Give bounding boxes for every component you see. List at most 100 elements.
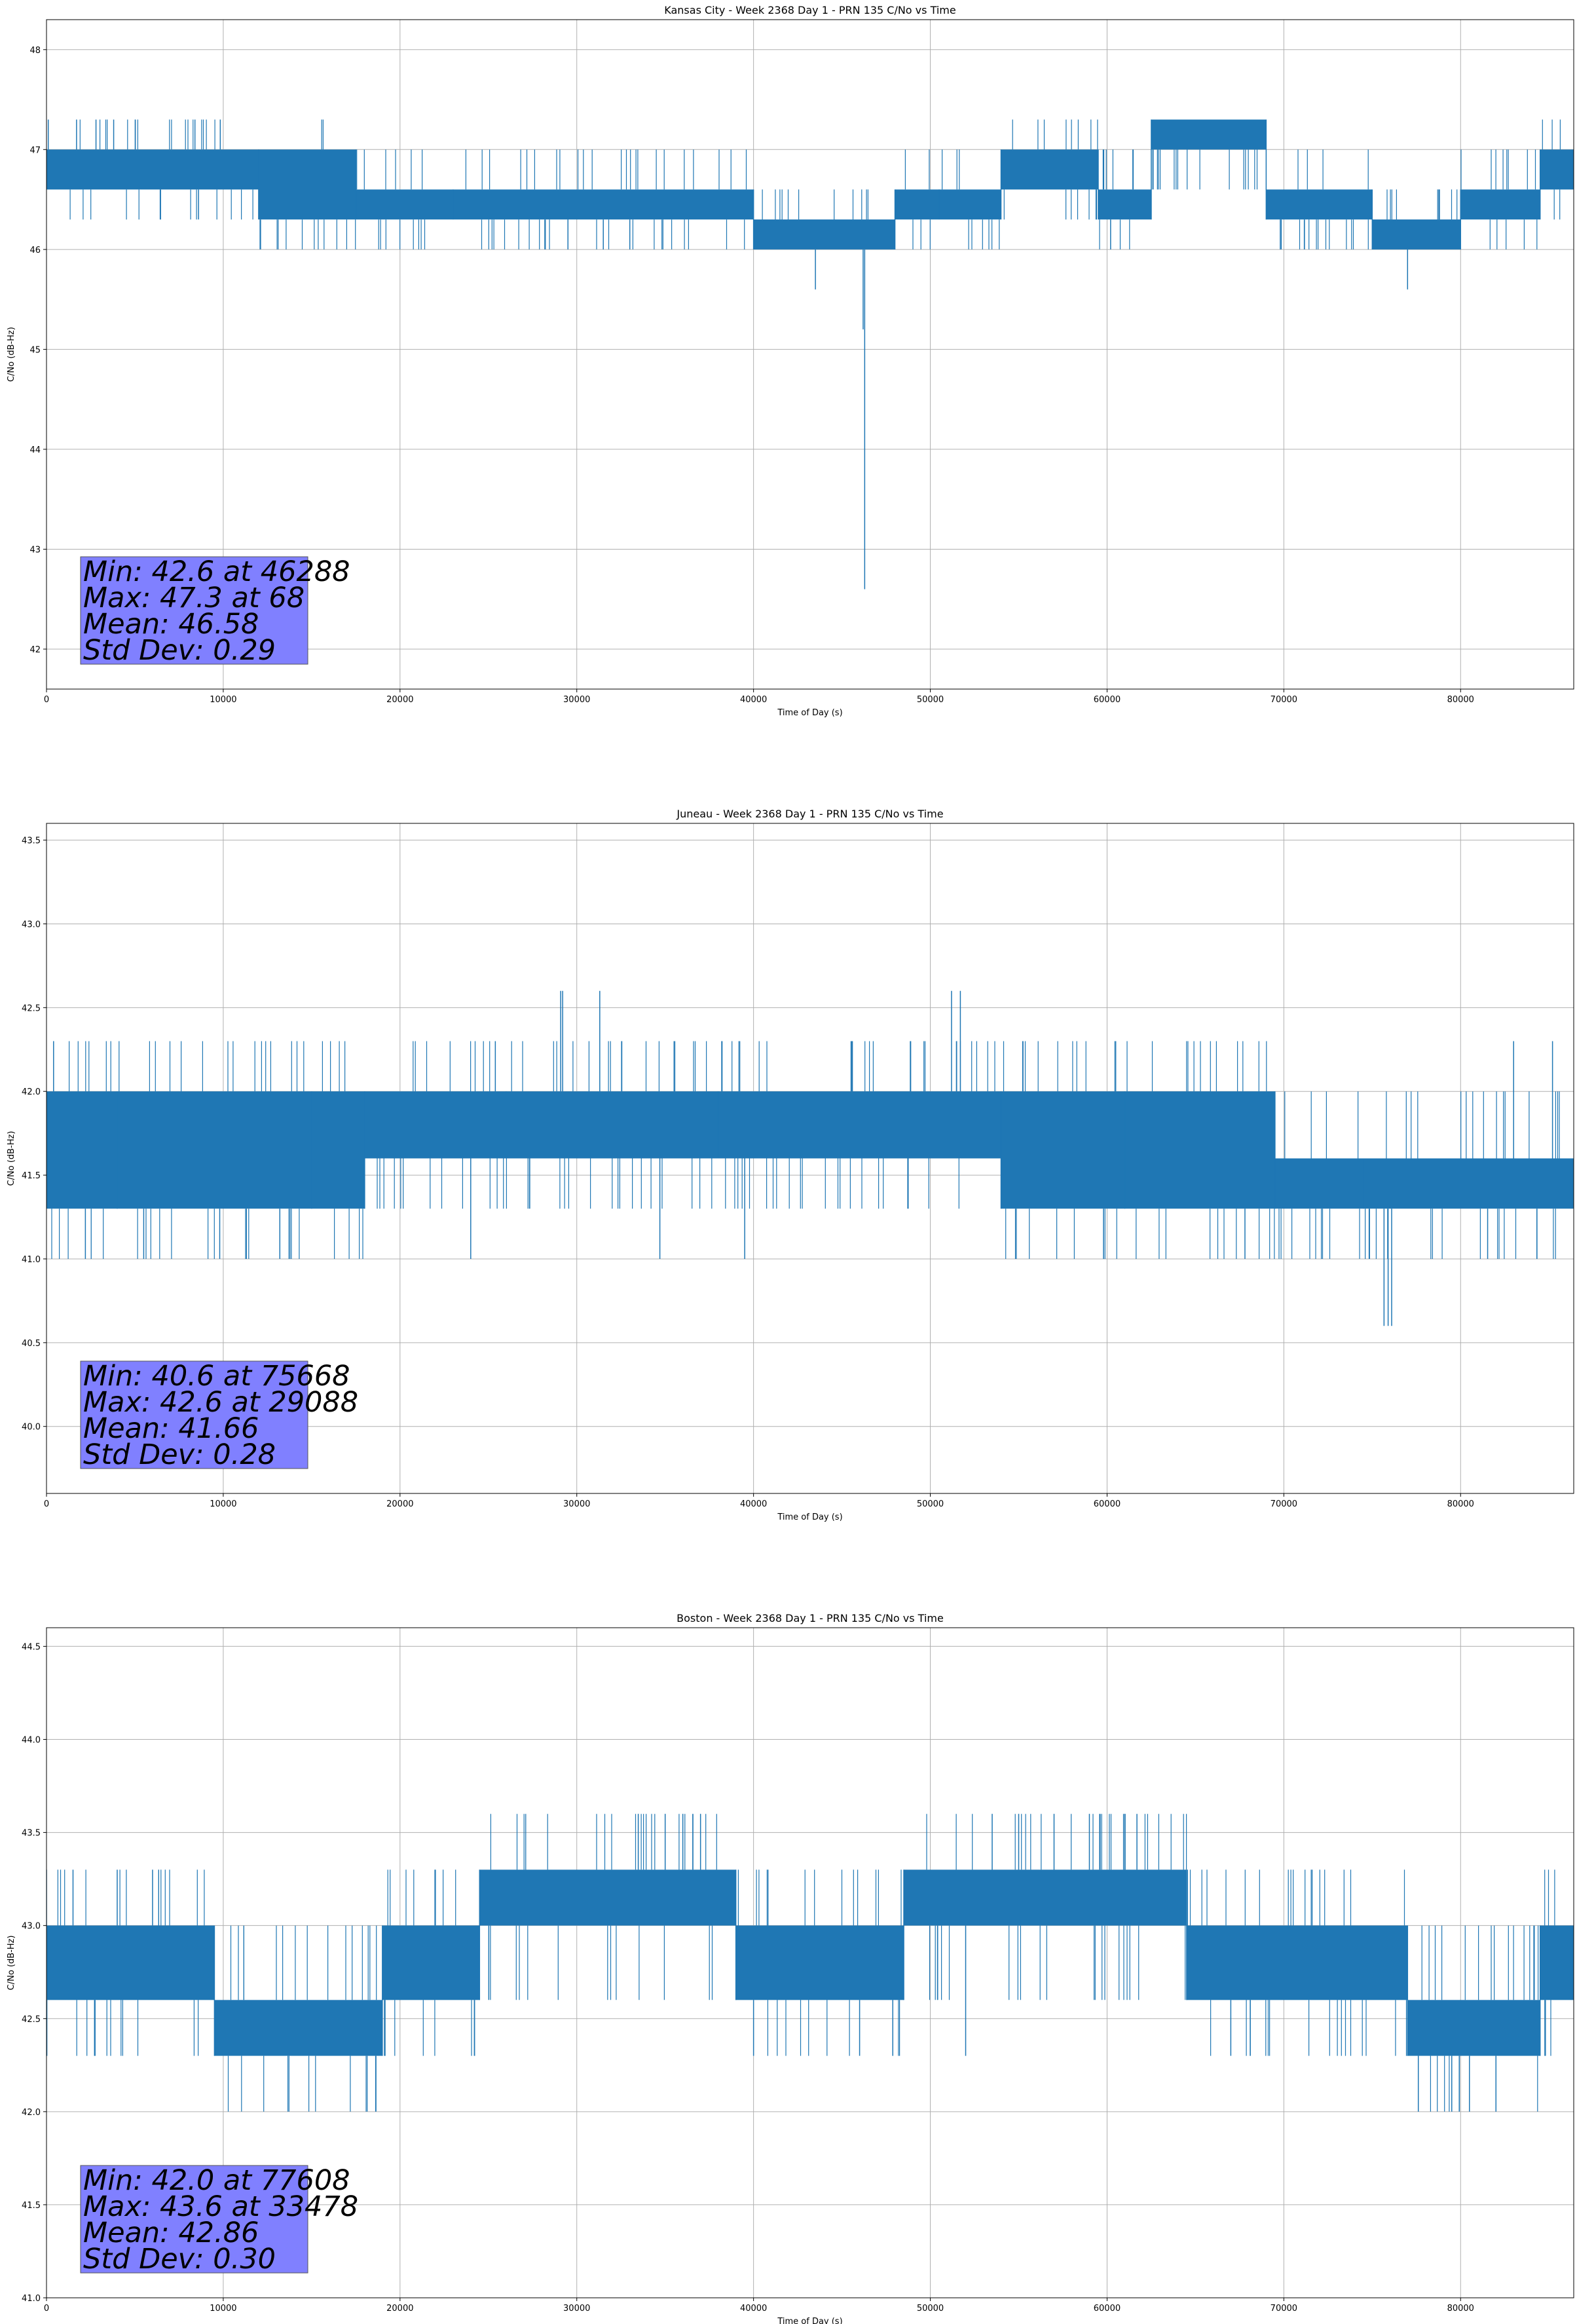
stats-line: Mean: 46.58 xyxy=(83,608,259,641)
stats-box xyxy=(80,2165,308,2274)
y-tick-label: 46 xyxy=(29,246,41,255)
series-excursions xyxy=(904,149,931,250)
y-tick-label: 41.5 xyxy=(22,2201,41,2211)
series-band xyxy=(1124,1091,1275,1209)
stats-line: Std Dev: 0.28 xyxy=(83,1438,276,1471)
y-tick-label: 41.0 xyxy=(22,1255,41,1265)
x-tick-label: 70000 xyxy=(1271,2304,1297,2314)
x-tick-label: 10000 xyxy=(210,1499,236,1509)
y-tick-label: 42.0 xyxy=(22,1087,41,1097)
series-band xyxy=(46,149,259,190)
series-band xyxy=(382,1925,480,2000)
y-tick-label: 41.5 xyxy=(22,1171,41,1181)
x-tick-label: 50000 xyxy=(917,1499,944,1509)
series-excursions xyxy=(465,149,747,250)
x-tick-label: 10000 xyxy=(210,695,236,705)
series-excursions xyxy=(119,1041,305,1259)
x-tick-label: 30000 xyxy=(563,1499,590,1509)
series-band xyxy=(214,2000,382,2056)
stats-line: Std Dev: 0.30 xyxy=(83,2243,276,2276)
y-tick-label: 44.0 xyxy=(22,1736,41,1746)
x-tick-label: 60000 xyxy=(1094,1499,1121,1509)
series-excursions xyxy=(384,1869,475,2056)
chart-title: Juneau - Week 2368 Day 1 - PRN 135 C/No … xyxy=(676,808,943,820)
series-excursions xyxy=(1099,149,1134,250)
series-band xyxy=(258,149,356,220)
series-excursions xyxy=(51,1041,111,1259)
series-excursions xyxy=(46,1869,205,2056)
series-band xyxy=(1001,1091,1125,1209)
series-band xyxy=(1098,189,1151,220)
series-excursions xyxy=(1421,1925,1539,2112)
chart-1: Juneau - Week 2368 Day 1 - PRN 135 C/No … xyxy=(7,808,1574,1522)
y-tick-label: 45 xyxy=(29,345,41,355)
y-tick-label: 43.0 xyxy=(22,1922,41,1932)
y-axis-label: C/No (dB-Hz) xyxy=(7,1936,16,1991)
series-excursions xyxy=(506,1041,713,1209)
series-excursions xyxy=(926,1814,1187,2000)
stats-line: Max: 42.6 at 29088 xyxy=(83,1386,358,1419)
x-tick-label: 10000 xyxy=(210,2304,236,2314)
x-tick-label: 70000 xyxy=(1271,1499,1297,1509)
series-band xyxy=(1001,149,1098,190)
x-tick-label: 20000 xyxy=(386,1499,413,1509)
axes-frame xyxy=(46,19,1574,690)
stats-line: Min: 42.6 at 46288 xyxy=(83,555,350,588)
x-tick-label: 40000 xyxy=(740,2304,767,2314)
series-band xyxy=(453,189,754,220)
plot-area xyxy=(46,119,1574,590)
stats-line: Max: 47.3 at 68 xyxy=(83,582,305,614)
y-tick-label: 40.0 xyxy=(22,1423,41,1433)
axes-frame xyxy=(46,823,1574,1494)
x-tick-label: 50000 xyxy=(917,2304,944,2314)
stats-box xyxy=(80,556,308,665)
series-band xyxy=(311,1091,365,1209)
series-band xyxy=(1186,1925,1408,2000)
series-band xyxy=(117,1091,312,1209)
series-excursions xyxy=(942,149,1000,250)
series-excursions xyxy=(322,1041,363,1259)
chart-0: Kansas City - Week 2368 Day 1 - PRN 135 … xyxy=(7,4,1574,718)
series-band xyxy=(506,1091,718,1159)
y-tick-label: 41.0 xyxy=(22,2294,41,2304)
stats-box xyxy=(80,1360,308,1469)
x-axis-label: Time of Day (s) xyxy=(777,2317,842,2324)
series-excursions xyxy=(1278,1091,1360,1259)
series-excursions xyxy=(1126,1041,1275,1259)
series-band xyxy=(364,1091,506,1159)
series-band xyxy=(939,189,1001,220)
stats-line: Mean: 41.66 xyxy=(83,1412,259,1445)
series-band xyxy=(1372,219,1461,250)
y-tick-label: 42.0 xyxy=(22,2108,41,2118)
series-excursions xyxy=(1152,149,1258,190)
series-band xyxy=(735,1925,904,2000)
stats-line: Mean: 42.86 xyxy=(83,2217,259,2249)
series-band xyxy=(718,1091,1001,1159)
series-band xyxy=(1274,1158,1364,1209)
y-tick-label: 48 xyxy=(29,46,41,56)
series-excursions xyxy=(259,119,356,250)
y-tick-label: 42 xyxy=(29,645,41,655)
chart-title: Boston - Week 2368 Day 1 - PRN 135 C/No … xyxy=(677,1612,944,1624)
series-excursions xyxy=(227,1925,377,2112)
y-axis-label: C/No (dB-Hz) xyxy=(7,327,16,382)
x-tick-label: 20000 xyxy=(386,2304,413,2314)
y-tick-label: 42.5 xyxy=(22,2015,41,2025)
stats-line: Min: 42.0 at 77608 xyxy=(83,2164,350,2197)
series-band xyxy=(895,189,940,220)
x-tick-label: 80000 xyxy=(1447,695,1474,705)
series-excursions xyxy=(1542,119,1561,220)
series-excursions xyxy=(356,149,426,250)
x-tick-label: 80000 xyxy=(1447,2304,1474,2314)
series-band xyxy=(1363,1158,1574,1209)
series-excursions xyxy=(377,1041,504,1209)
chart-2: Boston - Week 2368 Day 1 - PRN 135 C/No … xyxy=(7,1612,1574,2324)
series-excursions xyxy=(1460,149,1538,250)
series-excursions xyxy=(1365,1091,1560,1259)
series-band xyxy=(1151,119,1267,150)
x-tick-label: 70000 xyxy=(1271,695,1297,705)
y-tick-label: 44.5 xyxy=(22,1642,41,1652)
plot-area xyxy=(46,1814,1574,2112)
y-axis-label: C/No (dB-Hz) xyxy=(7,1131,16,1186)
